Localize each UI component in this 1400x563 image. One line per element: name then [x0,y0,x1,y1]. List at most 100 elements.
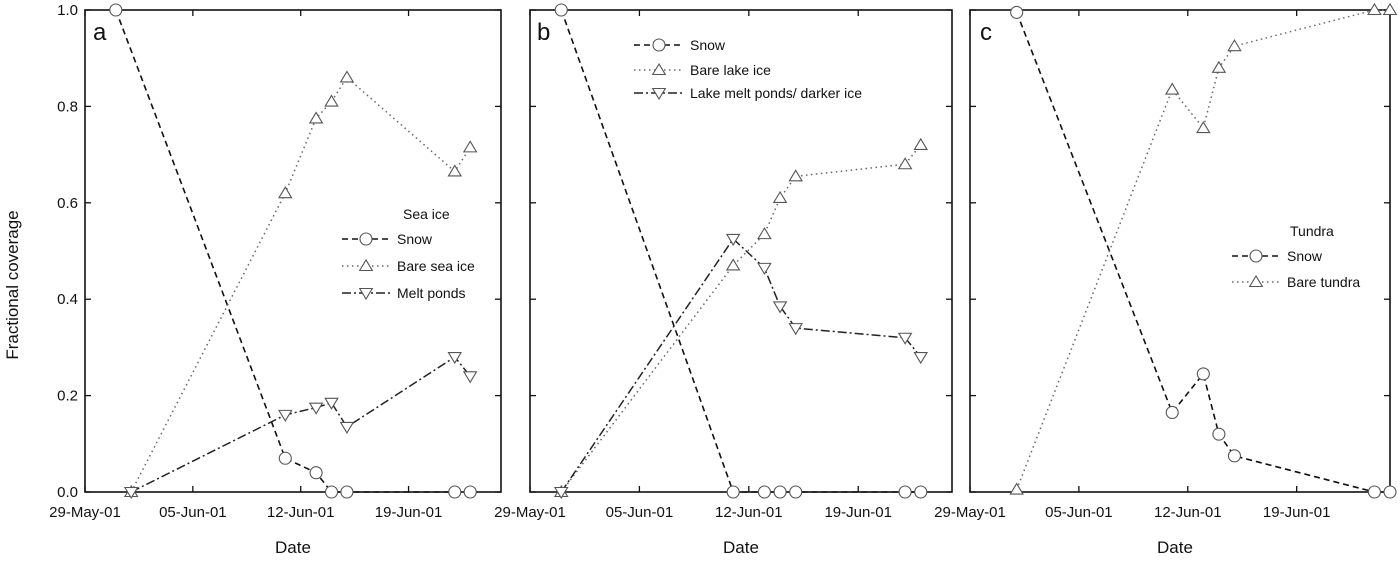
panel-c-series-snow-point [1367,485,1381,499]
y-tick-label: 1.0 [57,2,78,19]
panel-a-legend-sample-marker [358,258,374,272]
panel-a-series-melt-ponds-point [447,351,463,365]
panel-c-frame [969,9,1391,493]
panel-b-series-snow-point [757,485,771,499]
panel-a-series-bare-sea-ice-point [324,94,339,107]
panel-a-series-melt-ponds-point [278,409,293,422]
panel-c-x-tick-label: 29-May-01 [934,504,1006,521]
panel-b-series-snow [554,3,928,499]
panel-a-x-tick-label: 05-Jun-01 [159,504,227,521]
panel-a-series-melt-ponds-point [123,486,139,500]
panel-a-plot: 0.0 0.2 0.4 0.6 0.8 1.0 29-May-01 05-Jun-01 12-J… [49,2,502,521]
panel-b-series-snow-point [726,485,740,499]
y-tick-label: 0.6 [57,195,78,212]
panel-c-letter: c [980,19,992,46]
panel-a-series-snow [109,3,477,499]
panel-a-series-melt-ponds-line [130,356,471,493]
panel-b-series-snow-point [773,485,787,499]
panel-a-x-tick-label: 29-May-01 [49,504,121,521]
panel-c-series-snow-point [1227,449,1241,463]
panel-a-x-tick-label: 12-Jun-01 [267,504,335,521]
y-tick-label: 0.0 [57,484,78,501]
panel-b-series-bare-lake-ice-point [772,190,788,204]
panel-b-series-snow-point [789,485,803,499]
panel-c-x-tick-label: 05-Jun-01 [1045,504,1113,521]
panel-a-series-melt-ponds-point [339,421,355,434]
panel-b-frame [529,9,953,493]
panel-c: c Date Tundra Snow Bare tundra [980,19,1360,557]
panel-c-series-bare-tundra-point [1382,2,1398,16]
panel-b: b Date Snow Bare lake ice Lake melt pond… [537,19,862,557]
panel-a-legend-snow-label: Snow [397,231,433,247]
panel-b-series-snow-point [914,485,928,499]
panel-a-legend-sample-marker [358,287,374,301]
y-axis-title: Fractional coverage [3,210,22,359]
panel-b-legend-snow-label: Snow [690,37,726,53]
panel-b-legend-sample-marker [651,87,667,101]
panel-b-series-snow-point [554,3,568,17]
panel-b-series-bare-lake-ice-line [560,144,922,493]
panel-b-plot: 29-May-01 05-Jun-01 12-Jun-01 19-Jun-01 [494,3,953,521]
panel-b-x-axis-title: Date [723,538,759,557]
panel-c-series-bare-tundra-point [1211,60,1227,73]
panel-b-series-lake-melt-ponds-darker-ice-point [913,351,929,365]
panel-a-frame [84,9,502,493]
panel-b-series-lake-melt-ponds-darker-ice-point [897,332,913,345]
panel-a-legend-bare-label: Bare sea ice [397,258,475,274]
panel-c-legend-sample-marker [1249,249,1263,263]
panel-b-series-bare-lake-ice-point [757,227,772,240]
panel-a-series-snow-point [309,466,323,480]
panel-b-x-tick-label: 05-Jun-01 [606,504,674,521]
panel-b-legend-sample-marker [652,38,666,52]
panel-c-series-snow-point [1196,367,1210,381]
panel-c-series-snow-point [1165,405,1179,420]
panel-c-series-snow-point [1212,427,1226,441]
panel-a-series-snow-point [278,451,292,465]
panel-a-legend-melt-label: Melt ponds [397,285,465,301]
panel-b-legend-melt-label: Lake melt ponds/ darker ice [690,85,862,101]
panel-c-series-bare-tundra-point [1009,482,1024,495]
panel-a-series-melt-ponds-point [308,402,324,415]
y-tick-label: 0.4 [57,291,78,308]
panel-c-series-bare-tundra-point [1164,82,1180,95]
panel-b-x-tick-label: 29-May-01 [494,504,566,521]
panel-b-series-lake-melt-ponds-darker-ice-point [553,486,569,500]
panel-b-x-tick-label: 12-Jun-01 [715,504,783,521]
panel-c-series-snow-line [1015,12,1390,493]
panel-a-series-snow-point [324,485,339,499]
panel-a-series-snow-point [463,485,477,499]
panel-b-series-snow-line [560,9,921,493]
panel-c-legend-title: Tundra [1290,223,1334,239]
panel-a-series-snow-point [448,485,462,499]
panel-b-legend-bare-label: Bare lake ice [690,62,771,78]
panel-a-series-bare-sea-ice-point [278,186,293,199]
panel-c-series-bare-tundra-point [1367,2,1382,16]
panel-a-series-bare-sea-ice-point [339,70,355,83]
panel-b-series-bare-lake-ice-point [897,157,913,170]
panel-a-series-snow-point [340,485,354,499]
y-tick-label: 0.2 [57,388,78,405]
panel-c-series-snow [1010,5,1397,499]
panel-c-series-snow-point [1383,485,1397,499]
panel-a-x-axis-title: Date [275,538,311,557]
panel-b-series-snow-point [898,485,912,499]
panel-a-legend-sample-marker [359,232,373,246]
panel-b-series-lake-melt-ponds-darker-ice-point [725,233,741,247]
panel-a-series-bare-sea-ice-point [462,140,478,153]
panel-a-series-melt-ponds-point [324,397,339,410]
panel-b-series-bare-lake-ice [553,137,929,498]
panel-c-plot: 29-May-01 05-Jun-01 12-Jun-01 19-Jun-01 [934,2,1398,521]
panel-a-series-bare-sea-ice [123,70,478,498]
panel-a-legend-title: Sea ice [403,206,450,222]
panel-b-x-tick-label: 19-Jun-01 [824,504,892,521]
panel-c-series-bare-tundra-point [1227,39,1242,52]
panel-c-x-tick-label: 19-Jun-01 [1263,504,1331,521]
panel-b-series-bare-lake-ice-point [725,258,741,271]
panel-c-series-bare-tundra-point [1196,121,1211,134]
panel-b-series-lake-melt-ponds-darker-ice-line [560,237,922,493]
panel-b-letter: b [537,19,550,46]
panel-c-legend-bare-label: Bare tundra [1287,274,1360,290]
panel-a-series-snow-point [109,3,123,17]
